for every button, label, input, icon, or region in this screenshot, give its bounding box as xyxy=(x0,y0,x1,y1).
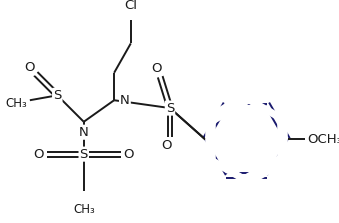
Text: O: O xyxy=(124,148,134,161)
Text: N: N xyxy=(120,94,130,107)
Text: S: S xyxy=(53,89,61,102)
Text: N: N xyxy=(79,126,88,139)
Text: S: S xyxy=(166,101,174,115)
Text: OCH₃: OCH₃ xyxy=(307,133,339,146)
Text: S: S xyxy=(80,148,88,161)
Text: Cl: Cl xyxy=(124,0,137,12)
Text: O: O xyxy=(34,148,44,161)
Text: O: O xyxy=(151,62,161,75)
Text: CH₃: CH₃ xyxy=(5,97,27,110)
Text: O: O xyxy=(161,139,171,152)
Text: CH₃: CH₃ xyxy=(73,203,95,216)
Text: O: O xyxy=(25,61,35,74)
